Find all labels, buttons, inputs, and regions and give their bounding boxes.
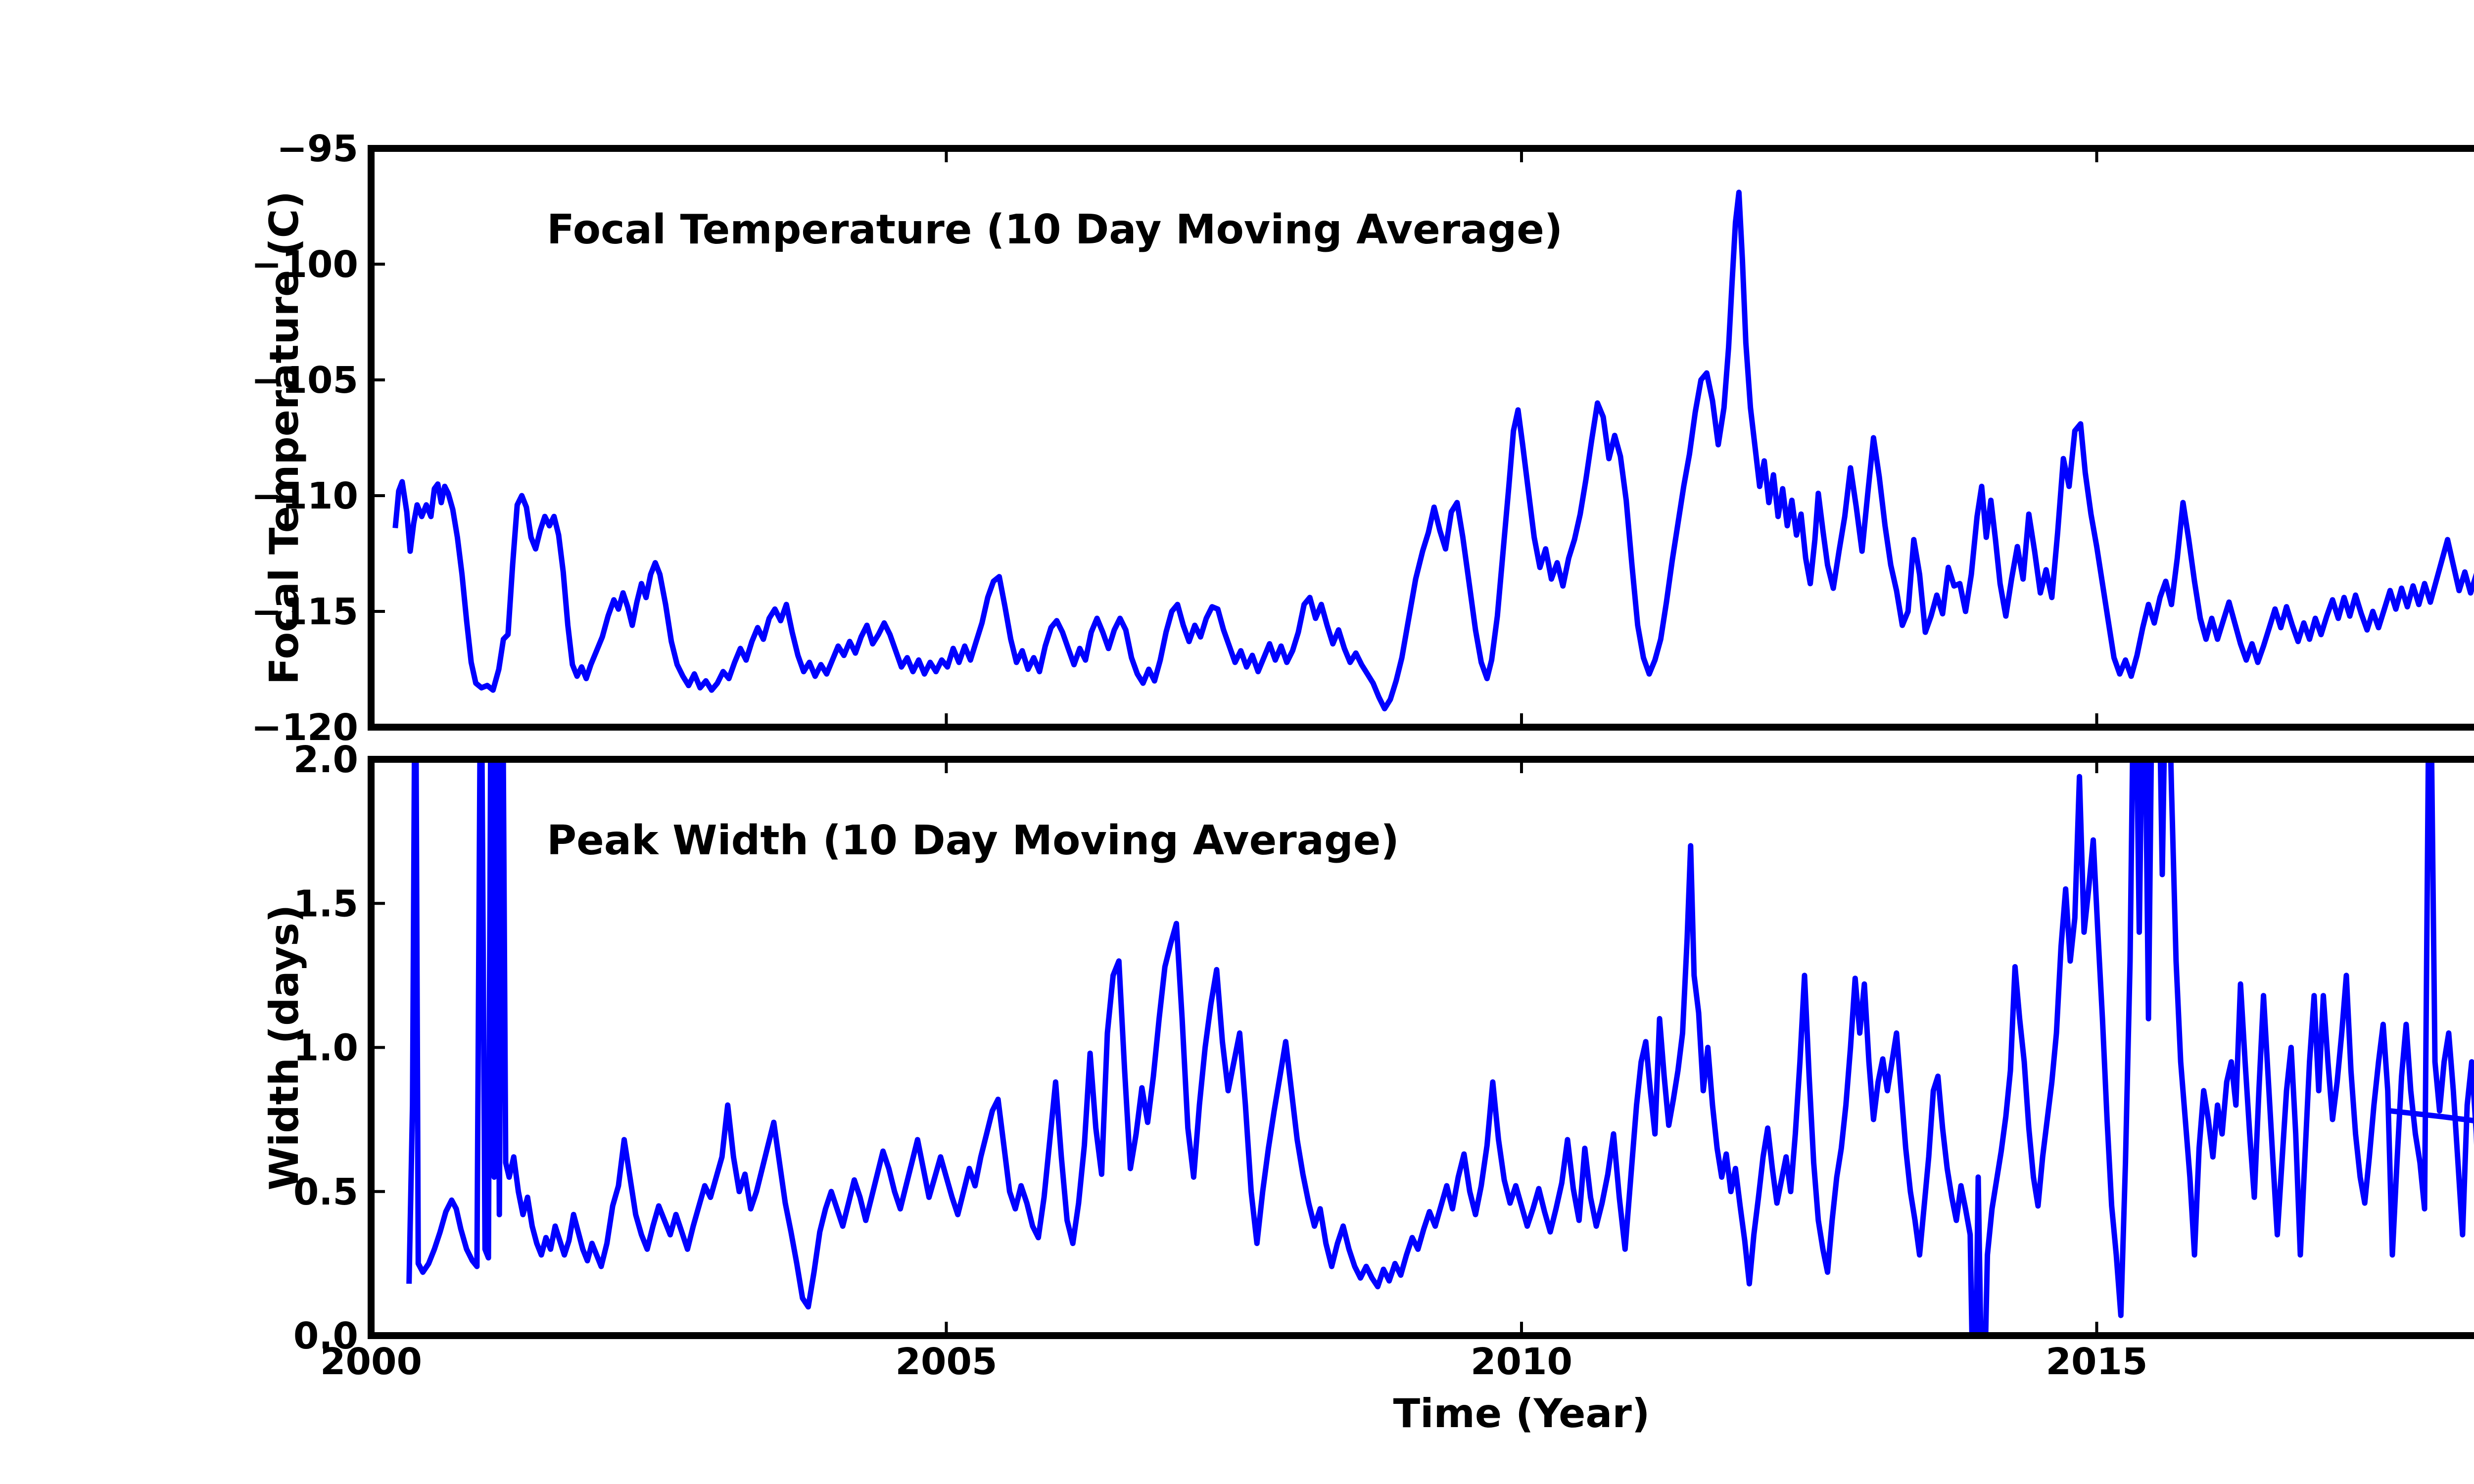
y-tick-label: −110 [251,475,358,517]
x-tick-label: 2015 [2046,1341,2148,1383]
x-tick-label: 2000 [320,1341,422,1383]
series-peak_width_smooth [2389,1108,2474,1124]
y-tick-label: 0.0 [293,1315,358,1357]
x-tick-label: 2005 [896,1341,998,1383]
series-focal_temperature [392,189,2474,712]
panel-bottom: 0.00.51.01.52.020002005201020152020Peak … [261,739,2474,1437]
x-tick-label: 2010 [1471,1341,1572,1383]
y-tick-label: −105 [251,359,358,402]
panel-title: Peak Width (10 Day Moving Average) [547,817,1399,864]
y-tick-label: −120 [251,706,358,749]
y-tick-label: −95 [277,128,358,170]
panel-title: Focal Temperature (10 Day Moving Average… [547,206,1563,253]
series-peak_width [406,759,2474,1336]
y-tick-label: −100 [251,243,358,286]
panel-top: −95 −100 −105 −110 −115 −120 Focal Temperature… [251,128,2474,749]
y-axis-label: Focal Temperature (C) [261,191,307,685]
y-tick-label: 0.5 [293,1171,358,1213]
y-tick-label: 1.5 [293,882,358,925]
y-tick-label: 2.0 [293,739,358,781]
y-axis-label: Width (days) [261,905,307,1191]
x-axis-label: Time (Year) [1393,1391,1650,1437]
y-tick-label: −115 [251,591,358,633]
y-tick-label: 1.0 [293,1027,358,1069]
